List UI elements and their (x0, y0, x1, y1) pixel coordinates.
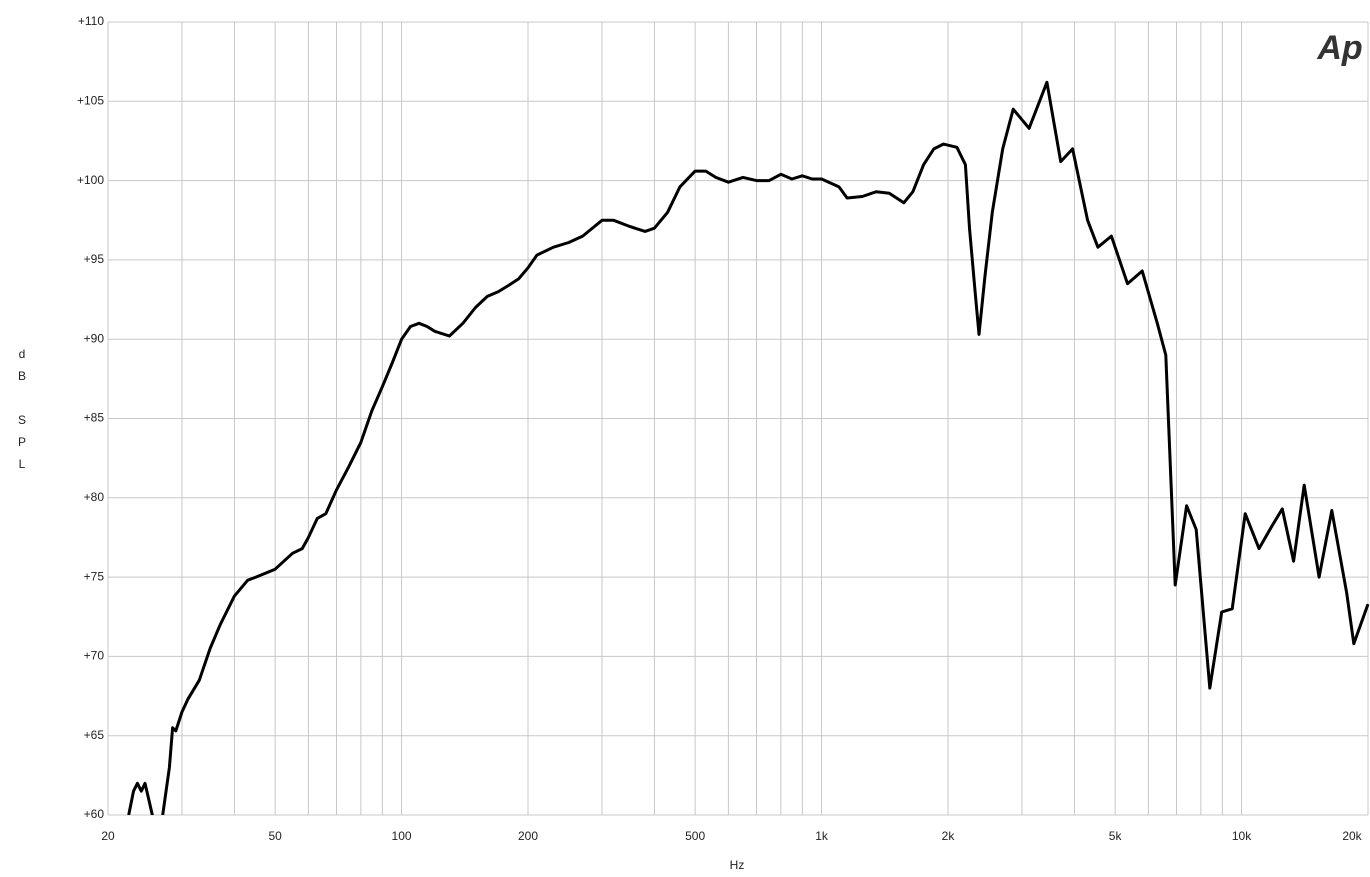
y-tick-label: +105 (77, 93, 104, 107)
x-tick-label: 100 (392, 829, 412, 843)
response-curve (127, 80, 1370, 815)
x-tick-label: 1k (815, 829, 829, 843)
y-tick-label: +60 (84, 807, 105, 821)
y-tick-label: +100 (77, 173, 104, 187)
y-tick-label: +75 (84, 569, 105, 583)
x-tick-label: 200 (518, 829, 538, 843)
x-tick-label: 5k (1109, 829, 1123, 843)
x-tick-label: 2k (942, 829, 956, 843)
y-tick-label: +90 (84, 331, 105, 345)
x-tick-label: 20k (1342, 829, 1362, 843)
logo: Ap (1316, 29, 1362, 67)
y-tick-label: +70 (84, 649, 105, 663)
y-tick-label: +65 (84, 728, 105, 742)
y-tick-label: +95 (84, 252, 105, 266)
grid (107, 21, 1369, 816)
y-tick-label: +85 (84, 411, 105, 425)
x-axis-label: Hz (730, 858, 745, 872)
x-tick-label: 20 (101, 829, 115, 843)
plot-area (127, 80, 1370, 815)
y-tick-label: +110 (78, 14, 104, 28)
x-tick-label: 50 (268, 829, 282, 843)
x-tick-label: 500 (685, 829, 705, 843)
x-tick-label: 10k (1232, 829, 1252, 843)
y-tick-label: +80 (84, 490, 105, 504)
